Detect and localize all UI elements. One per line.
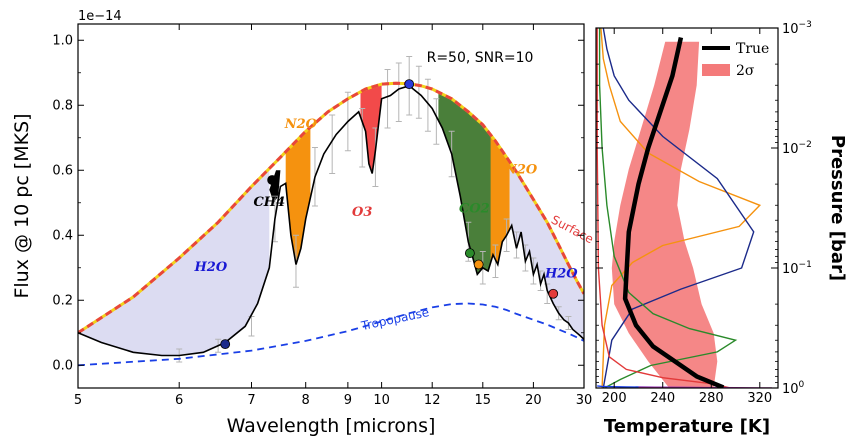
plot-frame: [77, 23, 585, 389]
band-label: H2O: [193, 260, 227, 275]
x-tick-label: 9: [344, 393, 352, 408]
profile-frame: [595, 27, 779, 389]
x-tick-label: 7: [247, 393, 255, 408]
band-label: N2O: [504, 163, 538, 178]
pressure-tick-label: 100: [782, 380, 805, 397]
band-fill-h2o-long: [509, 161, 584, 340]
error-bar: [384, 69, 391, 129]
band-marker: [548, 288, 559, 299]
pressure-tick-exponent: −2: [799, 140, 812, 150]
x-tick-label: 12: [424, 393, 441, 408]
band-fill-o3: [360, 84, 382, 173]
legend-sigma-label: 2σ: [736, 63, 755, 79]
legend-true-label: True: [736, 41, 769, 57]
temperature-tick-label: 280: [699, 391, 724, 406]
y-tick-label: 0.8: [52, 98, 73, 113]
legend: True 2σ: [702, 41, 769, 79]
spectrum-line: [78, 84, 584, 357]
temperature-tick-label: 200: [602, 391, 627, 406]
band-marker: [404, 79, 415, 90]
band-marker: [464, 248, 475, 259]
temperature-axis-label: Temperature [K]: [604, 416, 770, 437]
pressure-tick-exponent: 0: [799, 380, 805, 390]
pressure-tick-exponent: −1: [799, 260, 812, 270]
band-fill-n2o-long: [490, 134, 510, 265]
y-tick-label: 0.0: [52, 358, 73, 373]
band-label: N2O: [284, 117, 318, 132]
temperature-profile-panel: 200 240 280 320 100 10−1 10−2 10−3 True 2σ Tempera…: [595, 20, 848, 437]
band-fill-n2o-short: [285, 127, 311, 265]
surface-line: [78, 81, 584, 335]
y-tick-label: 0.4: [52, 228, 73, 243]
legend-sigma-swatch: [702, 64, 730, 76]
band-marker: [473, 259, 484, 270]
error-bar: [329, 114, 336, 174]
x-tick-label: 30: [576, 393, 593, 408]
pressure-tick-label: 10−3: [782, 20, 812, 37]
pressure-tick-label: 10−2: [782, 140, 812, 157]
y-offset-label: 1e−14: [78, 9, 122, 24]
profile-plot-area: [596, 28, 772, 388]
band-label: H2O: [544, 267, 578, 282]
contribution-function-line: [600, 28, 762, 388]
band-marker: [220, 339, 231, 350]
band-marker: [267, 175, 278, 185]
pressure-tick-label: 10−1: [782, 260, 812, 277]
resolution-annotation: R=50, SNR=10: [427, 50, 534, 66]
error-bar: [359, 108, 366, 168]
band-label: CH4: [253, 195, 285, 210]
contribution-function-line: [602, 28, 755, 388]
x-tick-label: 8: [302, 393, 310, 408]
pressure-tick-exponent: −3: [799, 20, 812, 30]
error-bar: [415, 65, 422, 119]
band-fill-ch4: [269, 170, 281, 203]
error-bar: [395, 62, 402, 122]
x-tick-label: 6: [175, 393, 183, 408]
y-tick-label: 1.0: [52, 33, 73, 48]
band-fill-co2: [438, 91, 507, 274]
x-tick-label: 15: [475, 393, 492, 408]
x-tick-label: 10: [373, 393, 390, 408]
y-tick-label: 0.6: [52, 163, 73, 178]
y-tick-label: 0.2: [52, 293, 73, 308]
plot-area: [78, 56, 584, 367]
temperature-tick-label: 320: [747, 391, 772, 406]
x-tick-label: 5: [74, 393, 82, 408]
x-axis-label: Wavelength [microns]: [227, 415, 436, 437]
y-axis-label: Flux @ 10 pc [MKS]: [11, 113, 33, 298]
contribution-function-line: [596, 28, 731, 388]
pressure-axis-label: Pressure [bar]: [827, 135, 848, 281]
band-label: O3: [352, 205, 372, 220]
error-bar: [248, 316, 255, 337]
error-bar: [433, 98, 440, 145]
band-label: CO2: [459, 202, 490, 217]
x-tick-label: 20: [525, 393, 542, 408]
true-profile-line: [622, 37, 725, 388]
temperature-tick-label: 240: [650, 391, 675, 406]
tropopause-label: Tropopause: [359, 305, 430, 333]
band-fill-h2o-short: [78, 169, 270, 356]
